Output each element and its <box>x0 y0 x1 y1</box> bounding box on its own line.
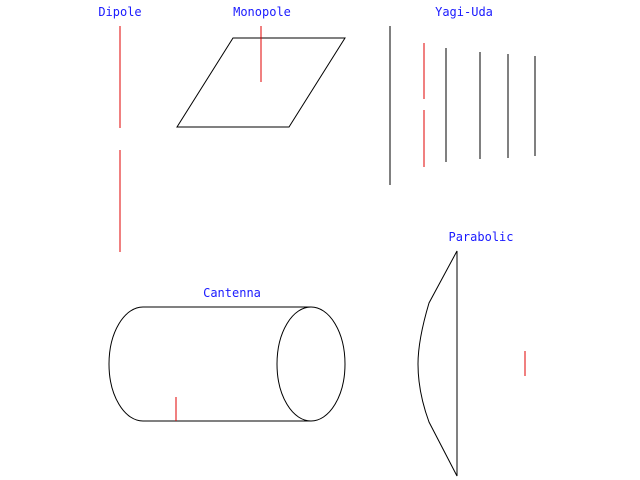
yagi-uda-antenna: Yagi-Uda <box>389 5 536 185</box>
monopole-label: Monopole <box>233 5 291 19</box>
cantenna-label: Cantenna <box>203 286 261 300</box>
monopole-ground-plane <box>176 37 346 128</box>
cantenna-can-body <box>108 306 311 422</box>
monopole-antenna: Monopole <box>176 5 346 128</box>
dipole-label: Dipole <box>98 5 141 19</box>
cantenna-antenna: Cantenna <box>108 286 346 422</box>
dipole-antenna: Dipole <box>98 5 142 252</box>
parabolic-antenna: Parabolic <box>417 230 526 477</box>
parabolic-label: Parabolic <box>448 230 513 244</box>
cantenna-can-opening <box>276 306 346 422</box>
yagi-uda-label: Yagi-Uda <box>435 5 493 19</box>
parabolic-dish <box>417 250 458 477</box>
